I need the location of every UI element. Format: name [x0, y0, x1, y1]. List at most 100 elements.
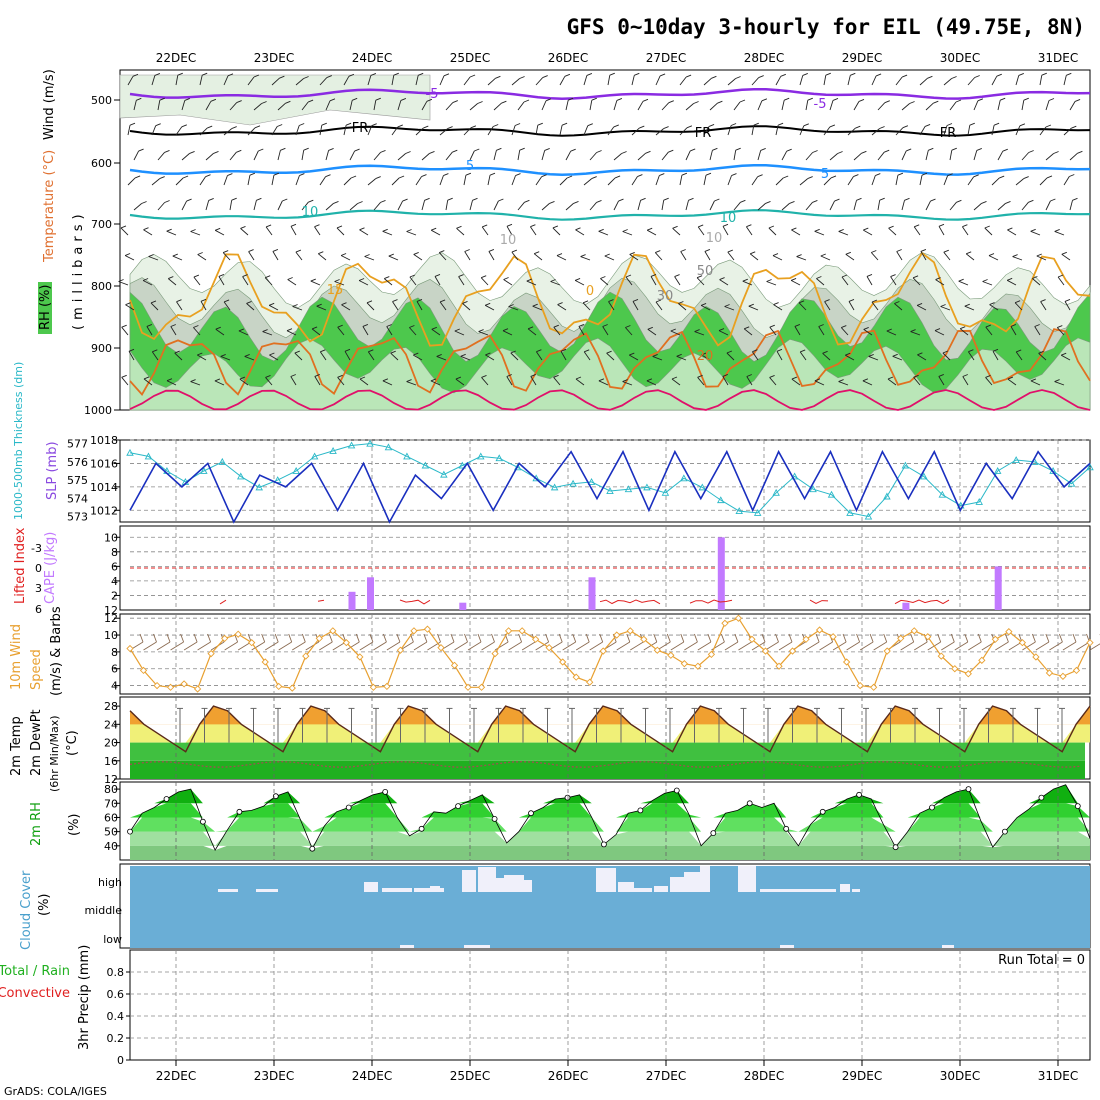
wind-barb	[1030, 230, 1041, 236]
wind-barb-flag	[456, 225, 462, 229]
wind-barb-flag	[838, 228, 844, 232]
wind-barb-flag	[714, 198, 720, 202]
wind-barb	[894, 303, 903, 311]
wind-barb	[799, 178, 808, 186]
wind-barb	[406, 231, 417, 236]
wind-barb-flag	[916, 302, 923, 306]
wind-barb	[746, 226, 753, 236]
wind-barb	[166, 380, 177, 386]
wind-barb	[541, 100, 547, 111]
wind10-barb-flag	[734, 633, 739, 643]
wind-barb	[269, 354, 279, 361]
top-date-axis: 22DEC 23DEC 24DEC 25DEC 26DEC 27DEC 28DEC 29DEC…	[156, 51, 1078, 65]
wind-barb-flag	[824, 299, 830, 303]
wind-barb	[128, 351, 135, 361]
wind-barb-flag	[800, 349, 806, 353]
wind-barb	[362, 326, 369, 336]
upper-air-panel: 500 600 700 800 900 1000 -5 -5 FR FR FR 5 5 10 10 15 0 2…	[38, 69, 1091, 417]
wind-barb-flag	[981, 200, 987, 204]
bottom-date-29DEC: 29DEC	[842, 1069, 882, 1083]
wind-barb	[727, 78, 736, 86]
wind10-point	[613, 631, 621, 639]
wind-barb	[935, 279, 945, 286]
wind-barb-flag	[678, 301, 684, 304]
wind-barb-flag	[999, 175, 1005, 179]
wind-barb-flag	[735, 76, 741, 79]
wind-barb-flag	[253, 74, 260, 78]
wind-barb	[1069, 101, 1076, 111]
wind-barb	[431, 328, 441, 336]
li-tick-3: 3	[35, 582, 42, 595]
cape-tick-12: 12	[104, 604, 118, 617]
temp2m-label-4: (°C)	[65, 730, 80, 756]
wind-barb	[772, 255, 783, 261]
wind-barb	[481, 377, 489, 386]
wind-barb	[845, 253, 855, 261]
wind-barb	[583, 178, 592, 186]
wind-barb	[1054, 230, 1065, 236]
wind-barb	[1021, 202, 1029, 211]
wind-barb-flag	[652, 353, 658, 357]
wind10-point	[870, 683, 878, 691]
wind-barb	[1032, 278, 1041, 286]
wind10-barb-flag	[450, 633, 455, 643]
wind-barb	[157, 152, 165, 161]
cloud-low-block	[780, 945, 794, 948]
wind-barb-flag	[213, 150, 219, 154]
wind-barb-flag	[629, 352, 635, 356]
wind-barb-flag	[625, 325, 631, 328]
wind-barb-flag	[783, 175, 789, 179]
wind-barb-flag	[875, 173, 881, 177]
wind-barb	[703, 175, 707, 186]
wind-barb	[1040, 301, 1047, 311]
wind-barb-flag	[888, 225, 894, 229]
lifted-index-line	[219, 599, 227, 605]
wind-barb-flag	[618, 198, 624, 202]
wind-barb	[942, 352, 951, 361]
wind-barb	[703, 126, 710, 136]
wind-barb-flag	[481, 275, 487, 279]
wind-barb-flag	[397, 124, 403, 128]
wind-barb-flag	[670, 328, 676, 332]
wind-barb-flag	[892, 353, 898, 357]
wind-barb-flag	[249, 172, 256, 176]
wind-barb-flag	[769, 324, 775, 328]
wind-barb-flag	[478, 329, 484, 333]
wind10-barb-flag	[139, 633, 144, 643]
wind10-barb-flag	[964, 633, 969, 643]
wind-barb	[985, 326, 993, 336]
wind-barb	[314, 226, 321, 236]
wind-barb	[991, 75, 998, 86]
wind-barb-flag	[727, 249, 733, 253]
thickness-tick-576: 576	[67, 456, 88, 469]
wind-barb	[805, 152, 813, 161]
wind-barb-flag	[790, 277, 797, 281]
wind-barb	[625, 276, 633, 286]
wind-barb-flag	[470, 125, 477, 129]
wind10-point	[329, 627, 337, 635]
wind-barb	[438, 252, 447, 261]
cape-bar	[588, 577, 596, 610]
wind10-point	[1045, 669, 1054, 677]
wind-barb-flag	[532, 303, 538, 307]
wind-barb	[863, 329, 873, 336]
wind-barb-flag	[752, 349, 758, 353]
wind10-barb	[1089, 643, 1100, 651]
wind-barb	[386, 326, 393, 336]
wind-barb	[287, 279, 297, 286]
wind-barb-flag	[421, 174, 427, 178]
wind-barb-flag	[129, 122, 136, 126]
wind-barb	[853, 152, 862, 161]
wind-barb	[127, 76, 134, 86]
wind-barb	[1007, 229, 1017, 236]
wind-barb-flag	[901, 74, 908, 78]
rh-point	[892, 844, 899, 851]
wind-barb-flag	[855, 125, 861, 129]
wind-barb-flag	[587, 123, 593, 127]
bottom-date-25DEC: 25DEC	[450, 1069, 490, 1083]
wind-barb-flag	[564, 73, 571, 77]
wind-barb-flag	[447, 126, 453, 130]
tick-label-10: 10	[104, 531, 118, 544]
wind-barb-flag	[485, 302, 491, 306]
wind-barb-flag	[956, 199, 962, 203]
